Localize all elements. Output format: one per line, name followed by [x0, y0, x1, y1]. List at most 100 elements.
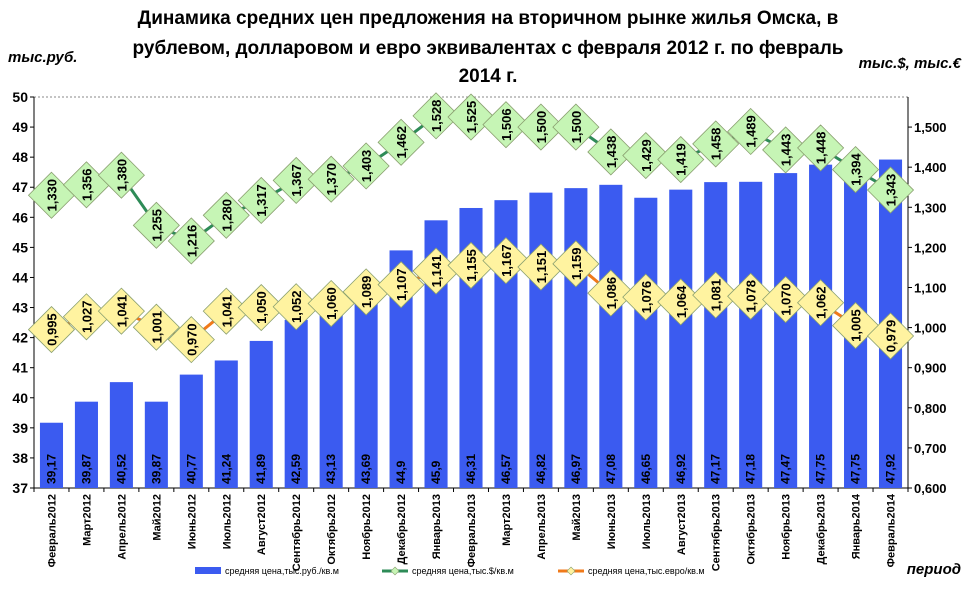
data-point-marker: [97, 287, 145, 335]
x-tick-label: Март2013: [501, 494, 513, 546]
data-point-marker: [692, 271, 740, 319]
bar-value-label: 39,87: [149, 454, 163, 484]
data-point-marker: [552, 240, 600, 288]
data-point-marker: [202, 287, 250, 335]
data-point-label: 0,995: [44, 313, 59, 346]
bar-value-label: 44,9: [394, 460, 408, 484]
chart-title-line-2: рублевом, долларовом и евро эквивалентах…: [133, 38, 844, 59]
bar-value-label: 46,65: [639, 454, 653, 484]
data-point-label: 1,216: [184, 225, 199, 258]
data-point-label: 1,443: [779, 134, 794, 167]
bar: [74, 401, 98, 488]
right-tick-label: 1,400: [914, 160, 947, 175]
data-point-marker: [831, 302, 880, 350]
x-tick-label: Август2013: [676, 494, 688, 555]
data-point-label: 1,078: [744, 280, 759, 313]
bar: [389, 250, 413, 488]
data-point-marker: [377, 261, 425, 309]
left-tick-label: 43: [12, 300, 28, 316]
data-point-label: 1,001: [149, 311, 164, 344]
data-point-label: 1,107: [394, 268, 409, 301]
data-point-label: 1,167: [499, 244, 514, 277]
bar-value-label: 47,75: [849, 454, 863, 484]
data-point-marker: [762, 126, 810, 174]
bar-value-label: 46,57: [499, 454, 513, 484]
bar-value-label: 47,17: [709, 454, 723, 484]
x-tick-label: Ноябрь2012: [361, 494, 373, 560]
bar-value-label: 43,69: [359, 454, 373, 484]
data-point-label: 1,429: [639, 139, 654, 172]
left-tick-label: 37: [12, 480, 28, 496]
left-tick-label: 46: [12, 209, 28, 225]
right-tick-label: 1,500: [914, 120, 947, 135]
bar: [39, 422, 64, 488]
data-point-marker: [866, 166, 915, 214]
bar: [739, 181, 763, 488]
data-point-marker: [132, 303, 180, 351]
data-point-marker: [622, 131, 670, 180]
data-point-marker: [797, 124, 845, 172]
data-point-marker: [377, 118, 425, 166]
data-point-marker: [657, 135, 705, 184]
chart-title-line-3: 2014 г.: [459, 66, 518, 87]
legend-swatch-bar: [195, 567, 221, 574]
data-point-label: 1,394: [849, 153, 864, 186]
bar: [774, 173, 798, 489]
data-point-label: 1,500: [569, 111, 584, 144]
left-tick-label: 44: [12, 269, 28, 285]
bar-value-label: 47,92: [884, 454, 898, 484]
x-tick-label: Январь2014: [851, 493, 863, 559]
x-tick-label: Сентябрь2012: [291, 494, 303, 571]
bar: [564, 188, 588, 489]
x-tick-label: Июль2013: [641, 494, 653, 549]
bar: [179, 374, 203, 488]
data-point-label: 1,500: [534, 111, 549, 144]
legend: средняя цена,тыс.руб./кв.м средняя цена,т…: [195, 566, 705, 576]
bar-value-label: 41,89: [254, 454, 268, 484]
bar: [109, 382, 133, 488]
left-tick-label: 47: [12, 179, 28, 195]
data-point-marker: [831, 146, 880, 194]
data-point-label: 1,052: [289, 290, 304, 323]
x-tick-label: Июнь2012: [186, 494, 198, 549]
data-point-label: 1,528: [429, 100, 444, 133]
data-point-marker: [552, 103, 600, 151]
left-axis-unit: тыс.руб.: [8, 49, 77, 66]
left-tick-label: 40: [12, 390, 28, 406]
bar-value-label: 46,97: [569, 454, 583, 484]
data-point-label: 1,255: [149, 209, 164, 242]
x-tick-label: Август2012: [256, 494, 268, 555]
x-tick-label: Декабрь2013: [816, 494, 828, 564]
data-point-marker: [237, 176, 285, 225]
x-tick-label: Апрель2012: [116, 494, 128, 560]
bar: [669, 189, 693, 489]
data-point-marker: [447, 93, 495, 141]
right-tick-label: 0,800: [914, 401, 947, 416]
data-point-marker: [167, 316, 215, 364]
bar-value-label: 40,52: [114, 454, 128, 484]
data-point-label: 1,070: [779, 283, 794, 316]
data-point-marker: [727, 272, 775, 320]
left-tick-label: 48: [12, 149, 28, 165]
data-point-label: 1,280: [219, 199, 234, 232]
data-point-label: 1,062: [814, 286, 829, 319]
x-tick-label: Июль2012: [221, 494, 233, 549]
data-point-label: 1,356: [79, 169, 94, 202]
left-tick-label: 50: [12, 89, 28, 105]
data-point-marker: [202, 191, 250, 239]
bar: [704, 182, 728, 489]
data-point-label: 1,081: [709, 279, 724, 312]
right-tick-label: 0,900: [914, 361, 947, 376]
data-point-label: 1,005: [849, 309, 864, 342]
data-point-marker: [517, 243, 565, 291]
data-point-label: 1,064: [674, 285, 689, 318]
bar: [319, 303, 343, 488]
bar: [529, 192, 553, 488]
bar-value-label: 46,92: [674, 454, 688, 484]
x-tick-label: Апрель2013: [536, 494, 548, 560]
data-point-label: 1,458: [709, 128, 724, 161]
data-point-label: 1,060: [324, 287, 339, 320]
x-tick-label: Февраль2012: [46, 494, 58, 567]
bar-value-label: 42,59: [289, 454, 303, 484]
x-tick-label: Март2012: [81, 494, 93, 546]
